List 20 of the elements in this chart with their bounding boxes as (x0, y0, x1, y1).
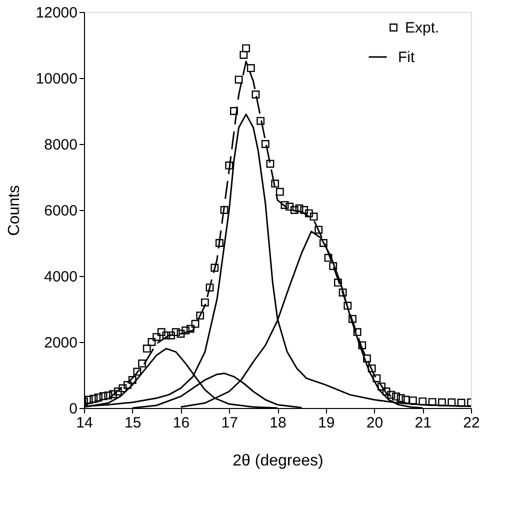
y-tick-label: 10000 (36, 70, 78, 88)
x-tick-label: 16 (172, 414, 190, 432)
y-tick-label: 2000 (44, 334, 78, 352)
legend-label: Fit (398, 49, 416, 66)
x-tick-label: 14 (76, 414, 93, 432)
y-tick-label: 0 (69, 400, 78, 418)
y-tick-label: 4000 (44, 268, 78, 286)
x-tick-label: 18 (270, 414, 286, 432)
x-tick-label: 19 (318, 414, 335, 432)
x-tick-label: 15 (124, 414, 142, 432)
y-axis-title: Counts (6, 185, 23, 236)
x-axis-title: 2θ (degrees) (232, 452, 324, 470)
legend-label: Expt. (405, 20, 440, 36)
x-tick-label: 17 (221, 414, 238, 432)
y-tick-label: 12000 (36, 4, 78, 22)
x-tick-label: 22 (463, 414, 480, 432)
x-tick-label: 21 (414, 414, 432, 432)
y-tick-label: 6000 (44, 202, 78, 220)
y-tick-label: 8000 (44, 136, 78, 154)
x-tick-label: 20 (366, 414, 384, 432)
